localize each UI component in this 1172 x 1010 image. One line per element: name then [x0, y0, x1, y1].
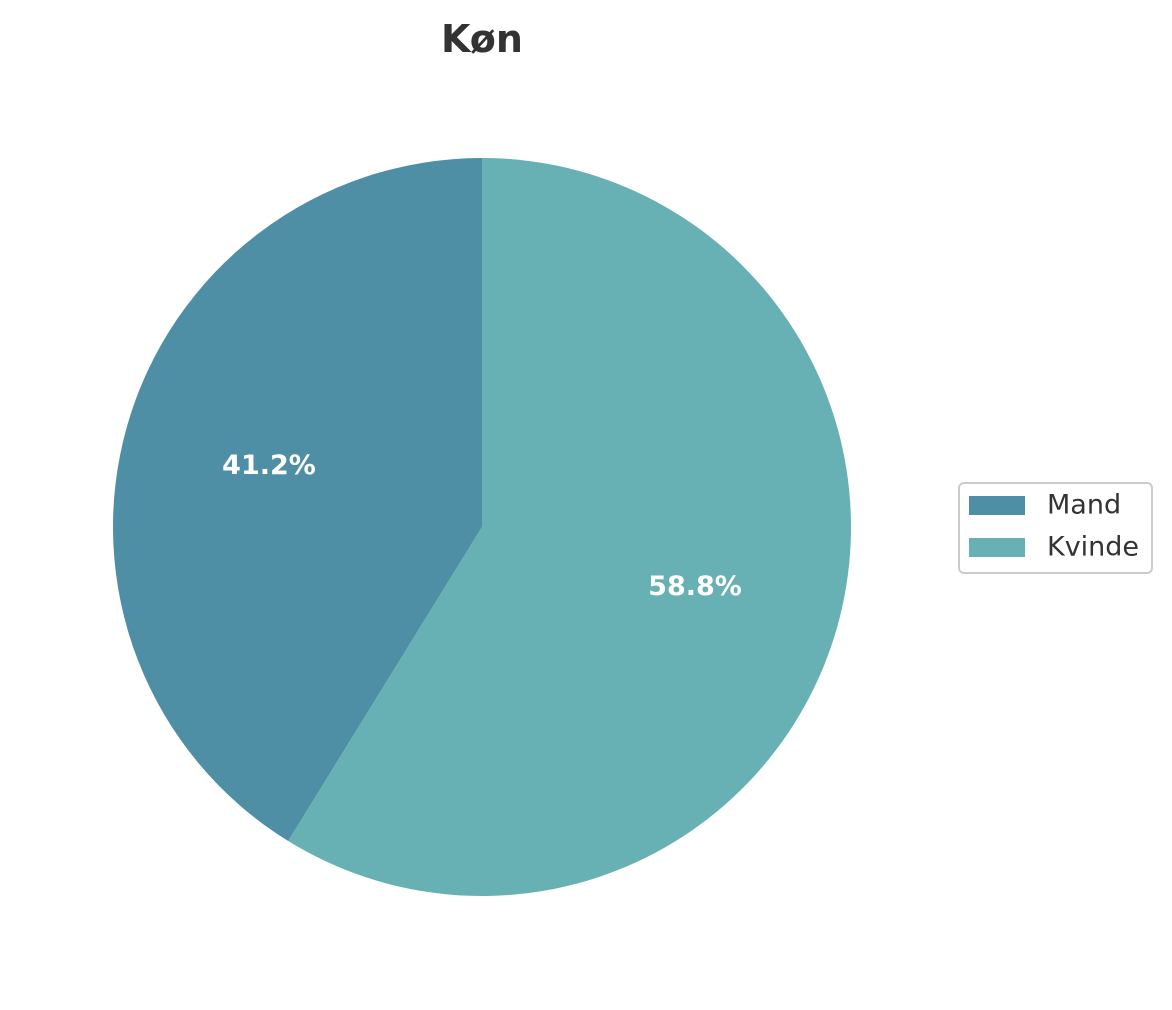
- pie-slice-kvinde: [288, 158, 851, 896]
- legend-label-mand: Mand: [1047, 490, 1121, 521]
- pct-label-mand: 41.2%: [222, 450, 316, 481]
- pie-slice-mand: [112, 158, 482, 842]
- chart-title: Køn: [441, 17, 523, 61]
- pie-percentage-labels: 41.2% 58.8%: [222, 450, 742, 602]
- legend-swatch-kvinde: [969, 538, 1025, 557]
- legend: Mand Kvinde: [958, 482, 1153, 574]
- legend-entries: Mand Kvinde: [969, 490, 1139, 563]
- legend-label-kvinde: Kvinde: [1047, 532, 1139, 563]
- legend-swatch-mand: [969, 496, 1025, 515]
- pct-label-kvinde: 58.8%: [648, 571, 742, 602]
- pie-slices: [112, 158, 851, 896]
